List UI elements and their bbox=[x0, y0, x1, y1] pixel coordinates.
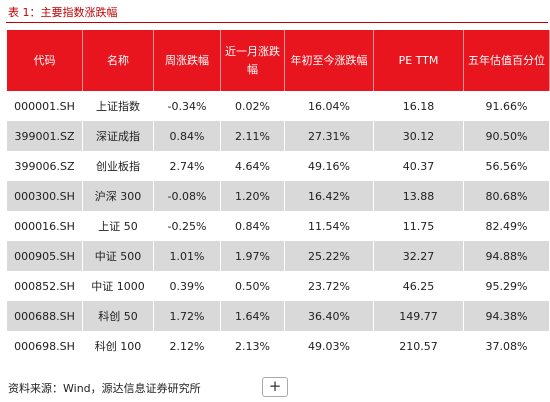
table-cell: 1.97% bbox=[220, 241, 285, 271]
table-cell: 000016.SH bbox=[6, 211, 83, 241]
table-cell: 27.31% bbox=[284, 121, 374, 151]
table-cell: 210.57 bbox=[373, 331, 464, 361]
table-cell: -0.08% bbox=[153, 181, 221, 211]
table-cell: 56.56% bbox=[463, 151, 550, 181]
table-cell: 1.01% bbox=[153, 241, 221, 271]
caption-divider bbox=[6, 22, 548, 23]
table-cell: 149.77 bbox=[373, 301, 464, 331]
column-header: 周涨跌幅 bbox=[153, 30, 221, 91]
table-cell: 91.66% bbox=[463, 91, 550, 121]
table-cell: 1.72% bbox=[153, 301, 221, 331]
table-cell: 23.72% bbox=[284, 271, 374, 301]
table-cell: 创业板指 bbox=[82, 151, 154, 181]
table-cell: 80.68% bbox=[463, 181, 550, 211]
table-cell: 399001.SZ bbox=[6, 121, 83, 151]
table-cell: 94.88% bbox=[463, 241, 550, 271]
table-cell: -0.34% bbox=[153, 91, 221, 121]
table-cell: 16.42% bbox=[284, 181, 374, 211]
table-row: 000698.SH 科创 100 2.12% 2.13% 49.03% 210.57 37.… bbox=[6, 331, 550, 361]
table-cell: 4.64% bbox=[220, 151, 285, 181]
table-cell: 30.12 bbox=[373, 121, 464, 151]
table-caption: 表 1：主要指数涨跌幅 bbox=[8, 6, 118, 19]
table-cell: 36.40% bbox=[284, 301, 374, 331]
column-header: 近一月涨跌幅 bbox=[220, 30, 285, 91]
table-cell: 11.54% bbox=[284, 211, 374, 241]
table-cell: 科创 100 bbox=[82, 331, 154, 361]
table-row: 399001.SZ 深证成指 0.84% 2.11% 27.31% 30.12 90.50% bbox=[6, 121, 550, 151]
index-performance-table: 代码 名称 周涨跌幅 近一月涨跌幅 年初至今涨跌幅 PE TTM 五年估值百分位… bbox=[6, 30, 550, 361]
column-header: PE TTM bbox=[373, 30, 464, 91]
table-cell: 000905.SH bbox=[6, 241, 83, 271]
table-cell: 1.20% bbox=[220, 181, 285, 211]
table-row: 399006.SZ 创业板指 2.74% 4.64% 49.16% 40.37 56.56% bbox=[6, 151, 550, 181]
table-cell: 399006.SZ bbox=[6, 151, 83, 181]
table-cell: 000698.SH bbox=[6, 331, 83, 361]
table-cell: 000852.SH bbox=[6, 271, 83, 301]
table-cell: 000001.SH bbox=[6, 91, 83, 121]
table-cell: 0.84% bbox=[220, 211, 285, 241]
table-cell: 49.03% bbox=[284, 331, 374, 361]
table-cell: 2.74% bbox=[153, 151, 221, 181]
table-cell: 0.02% bbox=[220, 91, 285, 121]
table-row: 000905.SH 中证 500 1.01% 1.97% 25.22% 32.27 94.8… bbox=[6, 241, 550, 271]
table-cell: 中证 1000 bbox=[82, 271, 154, 301]
table-cell: 上证 50 bbox=[82, 211, 154, 241]
table-cell: 0.84% bbox=[153, 121, 221, 151]
source-note: 资料来源：Wind，源达信息证券研究所 bbox=[8, 382, 201, 395]
column-header: 名称 bbox=[82, 30, 154, 91]
table-cell: 沪深 300 bbox=[82, 181, 154, 211]
table-row: 000688.SH 科创 50 1.72% 1.64% 36.40% 149.77 94.3… bbox=[6, 301, 550, 331]
table-cell: 2.12% bbox=[153, 331, 221, 361]
table-body: 000001.SH 上证指数 -0.34% 0.02% 16.04% 16.18 91.66… bbox=[6, 91, 550, 361]
table-cell: 46.25 bbox=[373, 271, 464, 301]
expand-button[interactable]: + bbox=[262, 377, 288, 397]
table-cell: 49.16% bbox=[284, 151, 374, 181]
table-row: 000300.SH 沪深 300 -0.08% 1.20% 16.42% 13.88 80.… bbox=[6, 181, 550, 211]
table-cell: 13.88 bbox=[373, 181, 464, 211]
table-cell: 40.37 bbox=[373, 151, 464, 181]
table-cell: 上证指数 bbox=[82, 91, 154, 121]
table-cell: 0.50% bbox=[220, 271, 285, 301]
table-cell: 95.29% bbox=[463, 271, 550, 301]
column-header: 代码 bbox=[6, 30, 83, 91]
table-row: 000852.SH 中证 1000 0.39% 0.50% 23.72% 46.25 95.… bbox=[6, 271, 550, 301]
table-cell: 1.64% bbox=[220, 301, 285, 331]
table-row: 000001.SH 上证指数 -0.34% 0.02% 16.04% 16.18 91.66… bbox=[6, 91, 550, 121]
table-cell: 深证成指 bbox=[82, 121, 154, 151]
table-cell: 16.04% bbox=[284, 91, 374, 121]
table-cell: 32.27 bbox=[373, 241, 464, 271]
table-cell: 000688.SH bbox=[6, 301, 83, 331]
table-cell: 25.22% bbox=[284, 241, 374, 271]
table-cell: 11.75 bbox=[373, 211, 464, 241]
table-cell: 科创 50 bbox=[82, 301, 154, 331]
table-cell: 37.08% bbox=[463, 331, 550, 361]
table-cell: 90.50% bbox=[463, 121, 550, 151]
column-header: 五年估值百分位 bbox=[463, 30, 550, 91]
table-cell: 中证 500 bbox=[82, 241, 154, 271]
table-cell: 82.49% bbox=[463, 211, 550, 241]
table-cell: -0.25% bbox=[153, 211, 221, 241]
table-cell: 0.39% bbox=[153, 271, 221, 301]
table-row: 000016.SH 上证 50 -0.25% 0.84% 11.54% 11.75 82.4… bbox=[6, 211, 550, 241]
table-cell: 16.18 bbox=[373, 91, 464, 121]
table-cell: 2.11% bbox=[220, 121, 285, 151]
table-cell: 94.38% bbox=[463, 301, 550, 331]
column-header: 年初至今涨跌幅 bbox=[284, 30, 374, 91]
table-cell: 000300.SH bbox=[6, 181, 83, 211]
header-row: 代码 名称 周涨跌幅 近一月涨跌幅 年初至今涨跌幅 PE TTM 五年估值百分位 bbox=[6, 30, 550, 91]
plus-icon: + bbox=[268, 377, 282, 395]
table-cell: 2.13% bbox=[220, 331, 285, 361]
